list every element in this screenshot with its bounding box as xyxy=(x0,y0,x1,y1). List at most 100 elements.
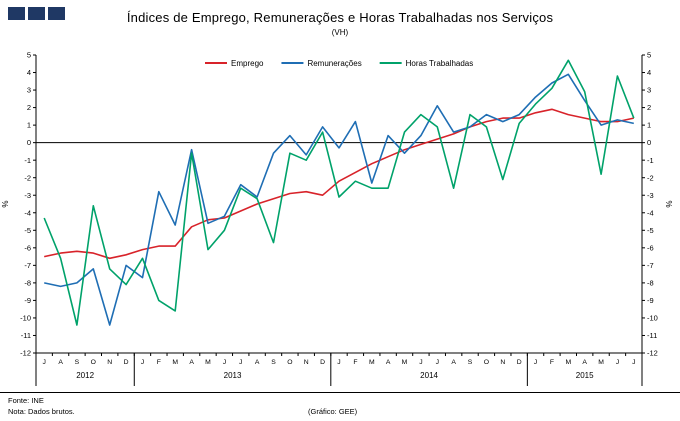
svg-text:-5: -5 xyxy=(647,226,654,235)
legend-label: Remunerações xyxy=(307,59,361,68)
y-axis-labels: -12 -12-11 -11-10 -10-9 -9-8 -8-7 -7-6 -6-5 -5-4… xyxy=(20,51,658,358)
svg-text:-7: -7 xyxy=(647,261,654,270)
logo-square xyxy=(48,7,65,20)
svg-text:-4: -4 xyxy=(24,208,31,217)
svg-text:1: 1 xyxy=(647,121,651,130)
line-chart: -12 -12-11 -11-10 -10-9 -9-8 -8-7 -7-6 -6-5 -5-4… xyxy=(1,51,674,386)
svg-text:J: J xyxy=(239,359,242,366)
svg-text:M: M xyxy=(565,359,571,366)
svg-text:4: 4 xyxy=(647,68,651,77)
svg-text:J: J xyxy=(337,359,340,366)
svg-text:M: M xyxy=(172,359,178,366)
chart-footer: Fonte: INE Nota: Dados brutos. (Gráfico:… xyxy=(0,392,680,421)
svg-text:-12: -12 xyxy=(20,349,31,358)
svg-text:0: 0 xyxy=(647,138,651,147)
svg-text:-1: -1 xyxy=(647,156,654,165)
svg-text:J: J xyxy=(632,359,635,366)
svg-text:-3: -3 xyxy=(24,191,31,200)
svg-text:-8: -8 xyxy=(647,278,654,287)
svg-text:S: S xyxy=(75,359,80,366)
legend-item-1: Remunerações xyxy=(281,59,362,68)
svg-text:-11: -11 xyxy=(21,331,31,340)
svg-text:-1: -1 xyxy=(24,156,31,165)
legend-label: Horas Trabalhadas xyxy=(406,59,474,68)
svg-text:F: F xyxy=(550,359,554,366)
logo-square xyxy=(28,7,45,20)
y-axis-title-right: % xyxy=(665,200,674,207)
series-line-emprego xyxy=(44,108,634,260)
series-line-horas-trabalhadas xyxy=(43,59,635,326)
svg-text:N: N xyxy=(500,359,505,366)
svg-text:2: 2 xyxy=(647,103,651,112)
svg-text:-10: -10 xyxy=(20,314,31,323)
svg-text:5: 5 xyxy=(27,51,31,60)
svg-text:-9: -9 xyxy=(24,296,31,305)
svg-text:J: J xyxy=(436,359,439,366)
svg-text:A: A xyxy=(582,359,587,366)
chart-header: Índices de Emprego, Remunerações e Horas… xyxy=(0,0,680,46)
svg-text:-3: -3 xyxy=(647,191,654,200)
svg-text:M: M xyxy=(369,359,375,366)
svg-text:A: A xyxy=(386,359,391,366)
svg-text:5: 5 xyxy=(647,51,651,60)
svg-text:-7: -7 xyxy=(24,261,31,270)
svg-text:A: A xyxy=(451,359,456,366)
svg-text:-4: -4 xyxy=(647,208,654,217)
svg-text:2015: 2015 xyxy=(576,371,594,380)
legend-item-2: Horas Trabalhadas xyxy=(379,59,474,68)
data-note: Nota: Dados brutos. xyxy=(8,406,75,416)
svg-text:M: M xyxy=(402,359,408,366)
svg-text:M: M xyxy=(205,359,211,366)
svg-text:0: 0 xyxy=(27,138,31,147)
credit-note: (Gráfico: GEE) xyxy=(308,407,358,416)
svg-text:J: J xyxy=(534,359,537,366)
svg-text:-2: -2 xyxy=(647,173,654,182)
svg-text:S: S xyxy=(468,359,473,366)
logo-squares xyxy=(8,7,65,20)
svg-text:3: 3 xyxy=(27,86,31,95)
logo-square xyxy=(8,7,25,20)
svg-text:A: A xyxy=(189,359,194,366)
svg-text:D: D xyxy=(517,359,522,366)
svg-text:D: D xyxy=(320,359,325,366)
svg-text:-12: -12 xyxy=(647,349,658,358)
source-note: Fonte: INE xyxy=(8,396,44,405)
svg-text:4: 4 xyxy=(27,68,31,77)
series-line-remunera-es xyxy=(44,73,634,326)
svg-text:J: J xyxy=(419,359,422,366)
svg-text:N: N xyxy=(107,359,112,366)
svg-text:A: A xyxy=(255,359,260,366)
chart-title: Índices de Emprego, Remunerações e Horas… xyxy=(126,10,554,25)
svg-text:N: N xyxy=(304,359,309,366)
svg-text:-6: -6 xyxy=(24,243,31,252)
legend-item-0: Emprego xyxy=(205,59,264,68)
svg-text:-2: -2 xyxy=(24,173,31,182)
svg-text:-10: -10 xyxy=(647,314,658,323)
svg-text:-8: -8 xyxy=(24,278,31,287)
svg-text:O: O xyxy=(91,359,96,366)
svg-text:-11: -11 xyxy=(647,331,657,340)
svg-text:1: 1 xyxy=(27,121,31,130)
svg-text:-9: -9 xyxy=(647,296,654,305)
svg-text:S: S xyxy=(271,359,276,366)
svg-text:2013: 2013 xyxy=(224,371,242,380)
svg-text:J: J xyxy=(223,359,226,366)
svg-text:D: D xyxy=(124,359,129,366)
x-axis-year-labels: 2012 2013 2014 2015 xyxy=(76,371,594,380)
svg-text:2: 2 xyxy=(27,103,31,112)
svg-text:M: M xyxy=(598,359,604,366)
svg-text:F: F xyxy=(353,359,357,366)
svg-text:-5: -5 xyxy=(24,226,31,235)
y-axis-title-left: % xyxy=(1,200,10,207)
svg-text:F: F xyxy=(157,359,161,366)
svg-text:O: O xyxy=(484,359,489,366)
svg-text:A: A xyxy=(58,359,63,366)
svg-text:3: 3 xyxy=(647,86,651,95)
chart-subtitle: (VH) xyxy=(331,28,349,37)
svg-text:J: J xyxy=(141,359,144,366)
svg-text:-6: -6 xyxy=(647,243,654,252)
legend-label: Emprego xyxy=(231,59,264,68)
svg-text:J: J xyxy=(616,359,619,366)
svg-text:O: O xyxy=(287,359,292,366)
